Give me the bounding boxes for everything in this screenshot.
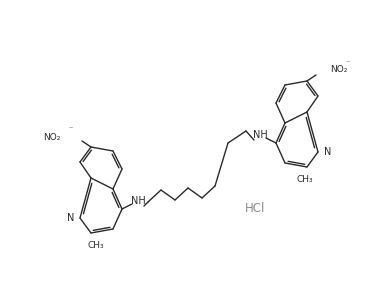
Text: HCl: HCl	[245, 202, 265, 215]
Text: NO₂: NO₂	[330, 65, 347, 74]
Text: NO₂: NO₂	[44, 133, 61, 142]
Text: ⁻: ⁻	[69, 124, 73, 133]
Text: N: N	[324, 147, 331, 157]
Text: NH: NH	[253, 130, 267, 140]
Text: ⁻: ⁻	[345, 58, 349, 67]
Text: N: N	[67, 213, 74, 223]
Text: NH: NH	[131, 196, 146, 206]
Text: CH₃: CH₃	[297, 175, 313, 184]
Text: CH₃: CH₃	[88, 241, 104, 250]
